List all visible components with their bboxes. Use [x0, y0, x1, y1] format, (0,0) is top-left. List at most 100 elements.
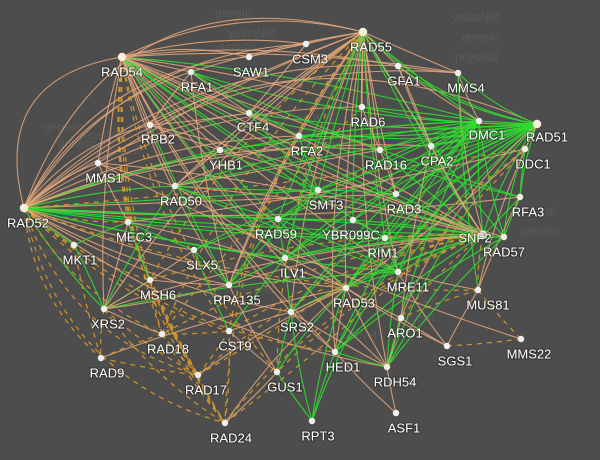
graph-node-asf1[interactable]	[392, 409, 400, 417]
edge-genetic	[149, 124, 484, 236]
edge-physical	[317, 123, 538, 191]
graph-node-srs2[interactable]	[287, 308, 295, 316]
edge-physical	[174, 185, 319, 191]
edge-predicted	[161, 333, 199, 376]
graph-node-xrs2[interactable]	[100, 305, 108, 313]
graph-node-yhb1[interactable]	[216, 146, 224, 154]
graph-node-mec3[interactable]	[124, 218, 132, 226]
graph-node-rfa1[interactable]	[187, 68, 195, 76]
node-label-snf2: SNF2	[458, 230, 491, 245]
edge-predicted	[120, 56, 151, 281]
graph-node-rad17[interactable]	[194, 371, 202, 379]
edge-genetic	[121, 56, 397, 195]
graph-node-rpb2[interactable]	[146, 121, 154, 129]
graph-node-gus1[interactable]	[273, 368, 281, 376]
edge-genetic	[379, 149, 397, 195]
graph-node-rfa2[interactable]	[295, 132, 303, 140]
edge-genetic	[103, 284, 230, 310]
edge-genetic	[174, 149, 381, 187]
graph-node-rad53[interactable]	[342, 284, 350, 292]
edge-physical	[121, 56, 319, 191]
graph-node-rad54[interactable]	[117, 52, 127, 62]
node-label-rim1: RIM1	[367, 245, 398, 260]
graph-node-rad6[interactable]	[358, 103, 366, 111]
graph-node-rad57[interactable]	[500, 233, 508, 241]
edge-physical	[334, 351, 388, 368]
edge-genetic	[344, 31, 364, 289]
graph-node-slx5[interactable]	[190, 246, 198, 254]
graph-node-rad52[interactable]	[19, 203, 29, 213]
graph-node-msh6[interactable]	[146, 276, 154, 284]
edge-genetic	[97, 162, 522, 340]
graph-node-rad55[interactable]	[358, 27, 368, 37]
graph-node-dmc1[interactable]	[475, 117, 483, 125]
graph-node-mus81[interactable]	[474, 286, 482, 294]
edge-physical	[174, 123, 538, 187]
edge-physical	[284, 219, 354, 259]
edge-genetic	[121, 52, 459, 74]
graph-node-rad51[interactable]	[532, 119, 542, 129]
graph-node-mms1[interactable]	[94, 159, 102, 167]
edge-genetic	[149, 112, 250, 126]
graph-node-snf2[interactable]	[478, 230, 488, 240]
node-label-mms22: MMS22	[507, 346, 552, 361]
graph-node-rdh54[interactable]	[383, 363, 391, 371]
node-label-saw1: SAW1	[233, 64, 269, 79]
graph-node-ilv1[interactable]	[281, 254, 289, 262]
node-label-rpb2: RPB2	[141, 131, 175, 146]
graph-node-rim1[interactable]	[381, 234, 389, 242]
edge-genetic	[103, 221, 129, 310]
edge-physical	[193, 218, 279, 251]
graph-node-rad24[interactable]	[221, 419, 229, 427]
graph-node-rad59[interactable]	[274, 215, 282, 223]
graph-node-csm3[interactable]	[302, 40, 310, 48]
edge-physical	[193, 189, 319, 251]
graph-node-ddc1[interactable]	[521, 145, 529, 153]
edge-genetic	[121, 56, 250, 114]
edge-physical	[317, 120, 480, 191]
graph-node-cst9[interactable]	[225, 327, 233, 335]
edge-predicted	[477, 289, 522, 340]
graph-node-mms4[interactable]	[454, 69, 462, 77]
graph-node-rfa3[interactable]	[516, 193, 524, 201]
graph-node-gfa1[interactable]	[394, 62, 402, 70]
edge-genetic	[360, 31, 388, 368]
edge-genetic	[224, 371, 278, 424]
edge-physical	[228, 257, 286, 332]
node-layer[interactable]	[19, 27, 542, 427]
edge-physical	[334, 120, 480, 353]
edge-genetic	[400, 145, 432, 319]
graph-node-mms22[interactable]	[517, 335, 525, 343]
edge-genetic	[400, 123, 538, 319]
graph-node-rad9[interactable]	[97, 354, 105, 362]
graph-node-ctf4[interactable]	[245, 109, 253, 117]
graph-node-smt3[interactable]	[314, 186, 322, 194]
edge-genetic	[290, 311, 388, 368]
edge-predicted	[228, 31, 364, 332]
graph-node-rad3[interactable]	[392, 190, 400, 198]
node-label-yhb1: YHB1	[209, 157, 243, 172]
edge-genetic	[174, 31, 364, 187]
graph-node-rad16[interactable]	[376, 146, 384, 154]
graph-node-saw1[interactable]	[245, 53, 253, 61]
graph-node-rpa135[interactable]	[225, 281, 233, 289]
edge-physical	[345, 123, 538, 289]
edge-physical	[290, 120, 480, 313]
graph-node-rpt3[interactable]	[308, 417, 316, 425]
graph-node-mre11[interactable]	[394, 268, 402, 276]
node-label-cpa2: CPA2	[421, 153, 454, 168]
node-label-asf1: ASF1	[388, 420, 421, 435]
graph-node-cpa2[interactable]	[427, 142, 435, 150]
node-label-cst9: CST9	[218, 338, 251, 353]
graph-node-rad18[interactable]	[158, 330, 166, 338]
graph-node-mkt1[interactable]	[70, 241, 78, 249]
graph-node-sgs1[interactable]	[443, 342, 451, 350]
graph-node-hed1[interactable]	[331, 348, 339, 356]
graph-node-rad50[interactable]	[171, 182, 179, 190]
graph-node-ybr099c[interactable]	[349, 216, 357, 224]
graph-node-aro1[interactable]	[397, 314, 405, 322]
edge-genetic	[400, 317, 448, 347]
node-label-mre11: MRE11	[387, 279, 429, 294]
